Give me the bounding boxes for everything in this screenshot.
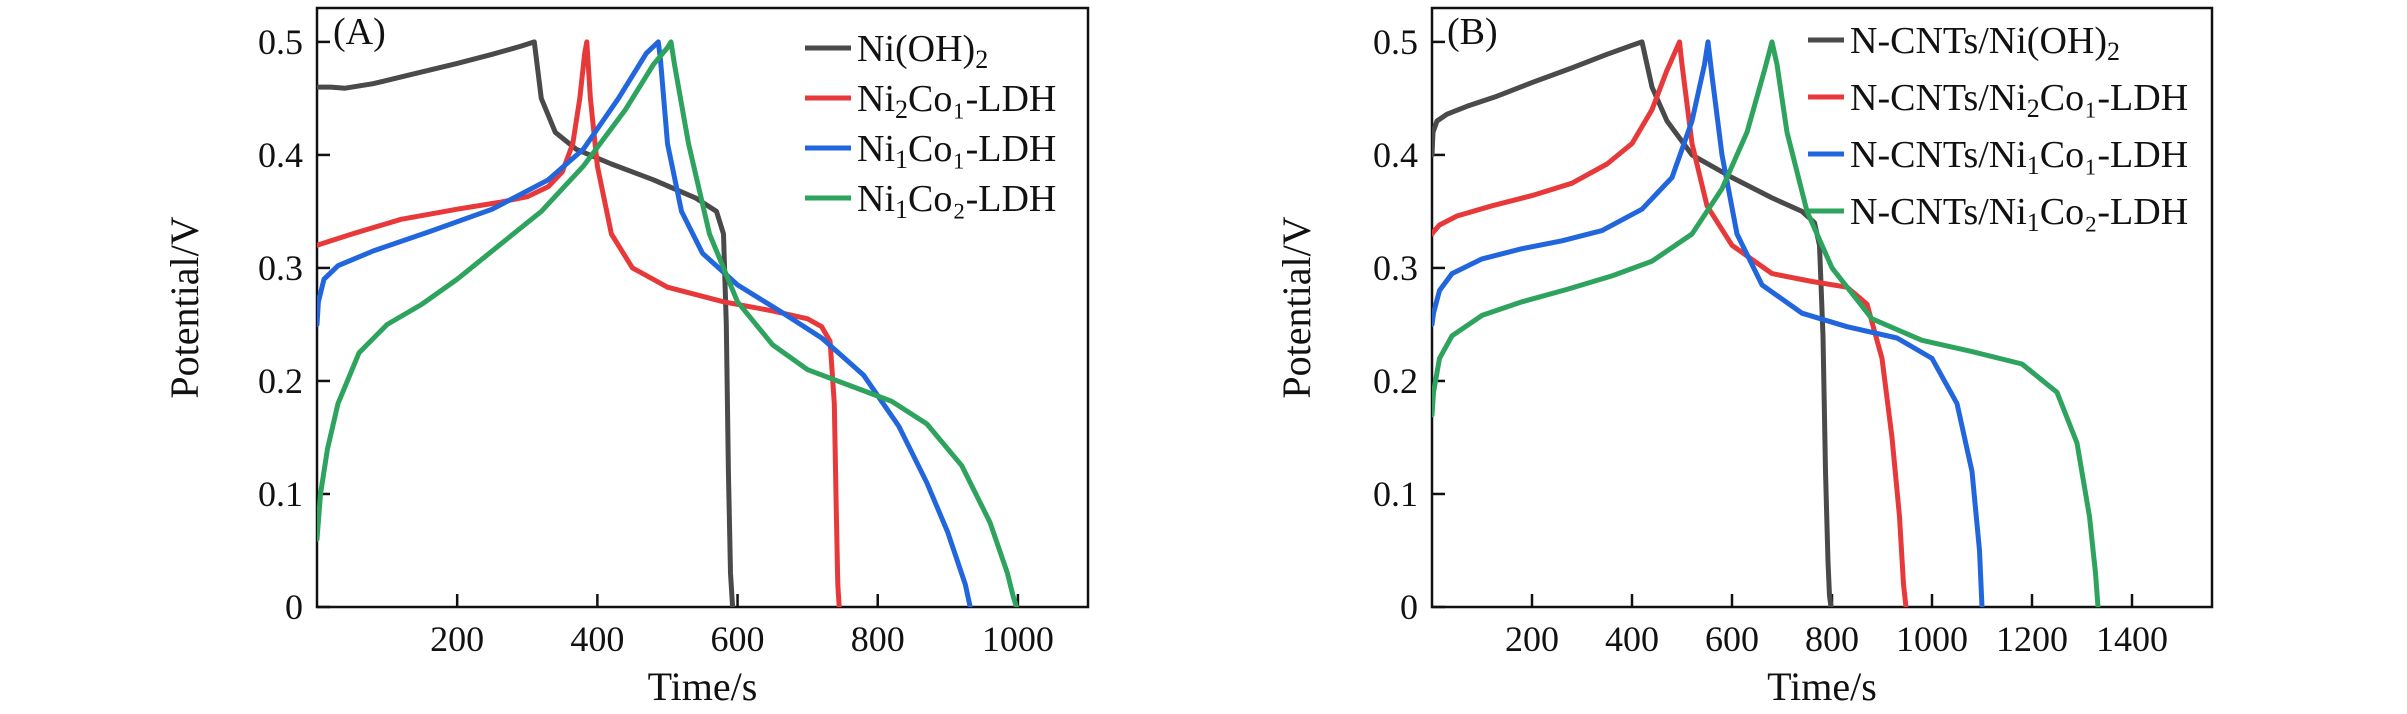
x-tick-label: 1000 <box>1896 619 1968 659</box>
y-tick-label: 0.1 <box>258 474 303 514</box>
x-tick-label: 400 <box>570 619 624 659</box>
x-tick-label: 600 <box>711 619 765 659</box>
y-tick-label: 0.5 <box>1373 22 1418 62</box>
series-line-2 <box>317 39 842 607</box>
y-axis-label: Potential/V <box>162 216 207 398</box>
y-tick-label: 0.4 <box>1373 135 1418 175</box>
y-tick-label: 0.3 <box>258 248 303 288</box>
panel-label: (A) <box>333 11 386 53</box>
series-line-4 <box>1432 39 2101 607</box>
y-tick-label: 0.2 <box>258 361 303 401</box>
y-tick-label: 0 <box>1400 587 1418 627</box>
y-axis-label: Potential/V <box>1274 216 1319 398</box>
panel-b: 0 0.1 0.2 0.3 0.4 0.5 200 400 600 800 1000 1200 1400… <box>1274 6 2214 709</box>
legend-label: Ni1Co₂-LDH <box>857 178 1056 224</box>
x-tick-label: 800 <box>851 619 905 659</box>
legend-label: Ni(OH)2 <box>857 28 988 74</box>
series-line-1 <box>317 39 736 607</box>
x-tick-label: 1200 <box>1996 619 2068 659</box>
y-tick-label: 0.2 <box>1373 361 1418 401</box>
x-tick-label: 1400 <box>2096 619 2168 659</box>
y-tick-label: 0.5 <box>258 22 303 62</box>
series-line-2 <box>1432 39 1909 607</box>
panel-a: 0 0.1 0.2 0.3 0.4 0.5 200 400 600 800 1000 Time/s Po… <box>162 6 1090 709</box>
plot-frame <box>1430 6 2214 609</box>
y-tick-label: 0.1 <box>1373 474 1418 514</box>
legend-label: N-CNTs/Ni1Co₁-LDH <box>1850 134 2188 180</box>
x-tick-label: 400 <box>1605 619 1659 659</box>
x-tick-label: 200 <box>1505 619 1559 659</box>
series-line-1 <box>1432 39 1834 607</box>
x-tick-label: 800 <box>1805 619 1859 659</box>
legend-label: N-CNTs/Ni(OH)2 <box>1850 20 2120 66</box>
y-tick-label: 0.4 <box>258 135 303 175</box>
legend-label: Ni2Co₁-LDH <box>857 78 1056 124</box>
panel-label: (B) <box>1447 11 1498 53</box>
series-line-4 <box>317 39 1019 607</box>
x-tick-label: 600 <box>1705 619 1759 659</box>
legend-label: N-CNTs/Ni2Co₁-LDH <box>1850 77 2188 123</box>
y-tick-label: 0 <box>285 587 303 627</box>
x-axis-label: Time/s <box>648 664 758 709</box>
x-tick-label: 1000 <box>982 619 1054 659</box>
legend-label: N-CNTs/Ni1Co₂-LDH <box>1850 191 2188 237</box>
x-axis-label: Time/s <box>1767 664 1877 709</box>
series-line-3 <box>317 39 973 607</box>
series-line-3 <box>1432 39 1985 607</box>
y-tick-label: 0.3 <box>1373 248 1418 288</box>
legend-label: Ni1Co₁-LDH <box>857 128 1056 174</box>
x-tick-label: 200 <box>430 619 484 659</box>
